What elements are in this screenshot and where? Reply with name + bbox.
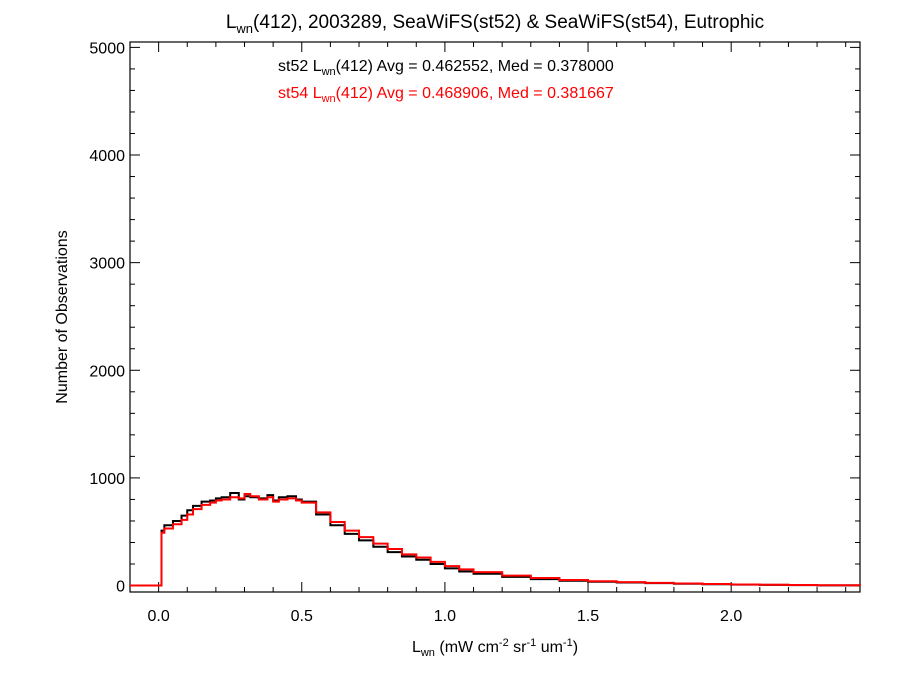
x-tick-label: 2.0 <box>720 608 742 625</box>
plot-layer: 0.0 0.5 1.0 1.5 2.0 0 1000 2000 3000 4000 5000 <box>89 40 861 625</box>
y-tick-label: 2000 <box>89 363 125 380</box>
x-tick-label: 0.5 <box>291 608 313 625</box>
xlabel-sub: wn <box>420 647 435 659</box>
xlabel-p2: sr <box>509 639 527 656</box>
ylabel-text: Number of Observations <box>54 230 71 403</box>
x-tick-label: 1.0 <box>434 608 456 625</box>
legend-annotations: st52 Lwn(412) Avg = 0.462552, Med = 0.37… <box>278 58 614 105</box>
annotation-st52-sub: wn <box>321 66 336 78</box>
y-tick-label: 4000 <box>89 148 125 165</box>
annotation-st54-pre: st54 L <box>278 85 322 102</box>
plot-frame <box>129 41 861 593</box>
annotation-st54-sub: wn <box>321 93 336 105</box>
y-tick-label: 3000 <box>89 256 125 273</box>
title-rest: (412), 2003289, SeaWiFS(st52) & SeaWiFS(… <box>253 12 764 33</box>
x-tick-label: 0.0 <box>148 608 170 625</box>
xlabel-p4: ) <box>573 639 578 656</box>
annotation-st52-post: (412) Avg = 0.462552, Med = 0.378000 <box>336 58 614 75</box>
title-main: L <box>226 12 237 33</box>
title-sub: wn <box>235 21 253 36</box>
annotation-st54: st54 Lwn(412) Avg = 0.468906, Med = 0.38… <box>278 85 614 105</box>
y-tick-label: 0 <box>116 579 125 596</box>
annotation-st54-post: (412) Avg = 0.468906, Med = 0.381667 <box>336 85 614 102</box>
svg-text:Lwn(412), 2003289, SeaWiFS(st5: Lwn(412), 2003289, SeaWiFS(st52) & SeaWi… <box>226 12 764 36</box>
xlabel-s3: -1 <box>563 637 573 649</box>
xlabel-s2: -1 <box>526 637 536 649</box>
xlabel-main: L <box>412 639 421 656</box>
x-tick-label: 1.5 <box>577 608 599 625</box>
chart-title: Lwn(412), 2003289, SeaWiFS(st52) & SeaWi… <box>226 12 764 36</box>
xlabel-p1: (mW cm <box>435 639 499 656</box>
xlabel-p3: um <box>536 639 563 656</box>
y-tick-label: 5000 <box>89 40 125 57</box>
y-axis-label: Number of Observations <box>54 230 71 403</box>
series-line-st54 <box>130 493 861 587</box>
annotation-st52-pre: st52 L <box>278 58 322 75</box>
xlabel-s1: -2 <box>499 637 509 649</box>
annotation-st52: st52 Lwn(412) Avg = 0.462552, Med = 0.37… <box>278 58 614 78</box>
svg-text:Lwn (mW cm-2 sr-1 um-1): Lwn (mW cm-2 sr-1 um-1) <box>412 637 578 659</box>
x-axis-label: Lwn (mW cm-2 sr-1 um-1) <box>412 637 578 659</box>
y-tick-label: 1000 <box>89 471 125 488</box>
